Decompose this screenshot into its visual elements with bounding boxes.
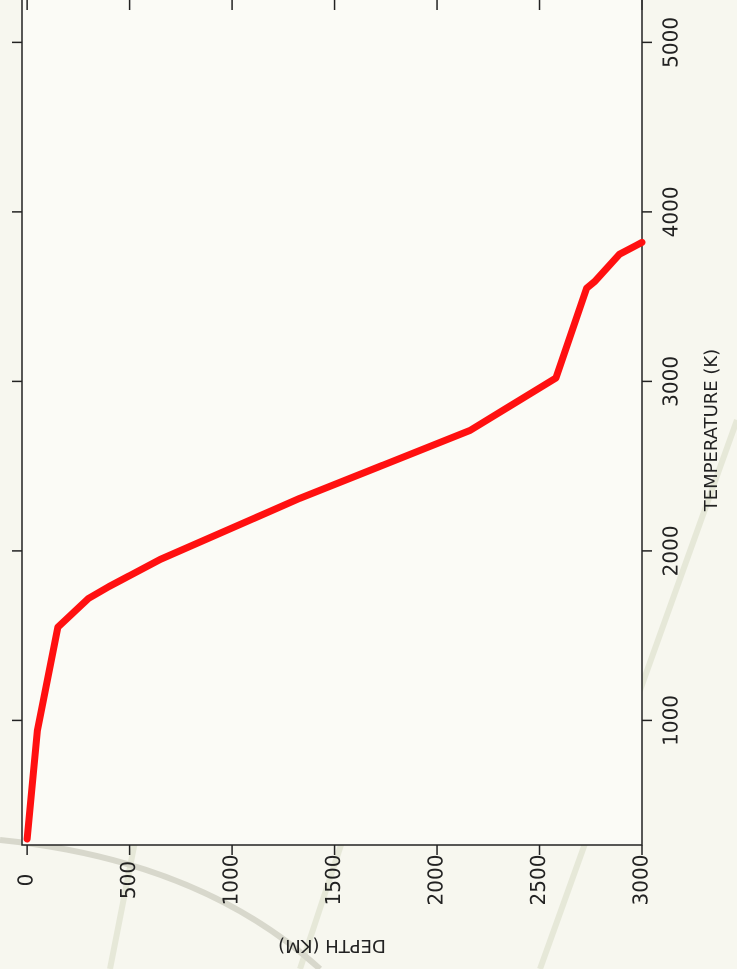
x-tick-label: 2000	[424, 855, 448, 906]
y-tick-label: 2000	[659, 525, 683, 576]
x-tick-label: 1000	[219, 855, 243, 906]
x-axis-title: DEPTH (KM)	[278, 935, 386, 956]
x-tick-label: 1500	[321, 855, 345, 906]
x-tick-label: 2500	[526, 855, 550, 906]
y-tick-label: 5000	[659, 17, 683, 68]
x-tick-label: 0	[14, 874, 38, 887]
x-tick-label: 500	[116, 861, 140, 899]
chart: DEPTH (KM) TEMPERATURE (K) 0 500 1000 1500 2…	[0, 0, 737, 969]
y-tick-label: 4000	[659, 186, 683, 237]
plot-frame	[22, 0, 642, 845]
y-tick-label: 1000	[659, 695, 683, 746]
y-tick-label: 3000	[659, 356, 683, 407]
y-axis-title: TEMPERATURE (K)	[701, 349, 722, 512]
x-tick-label: 3000	[629, 855, 653, 906]
